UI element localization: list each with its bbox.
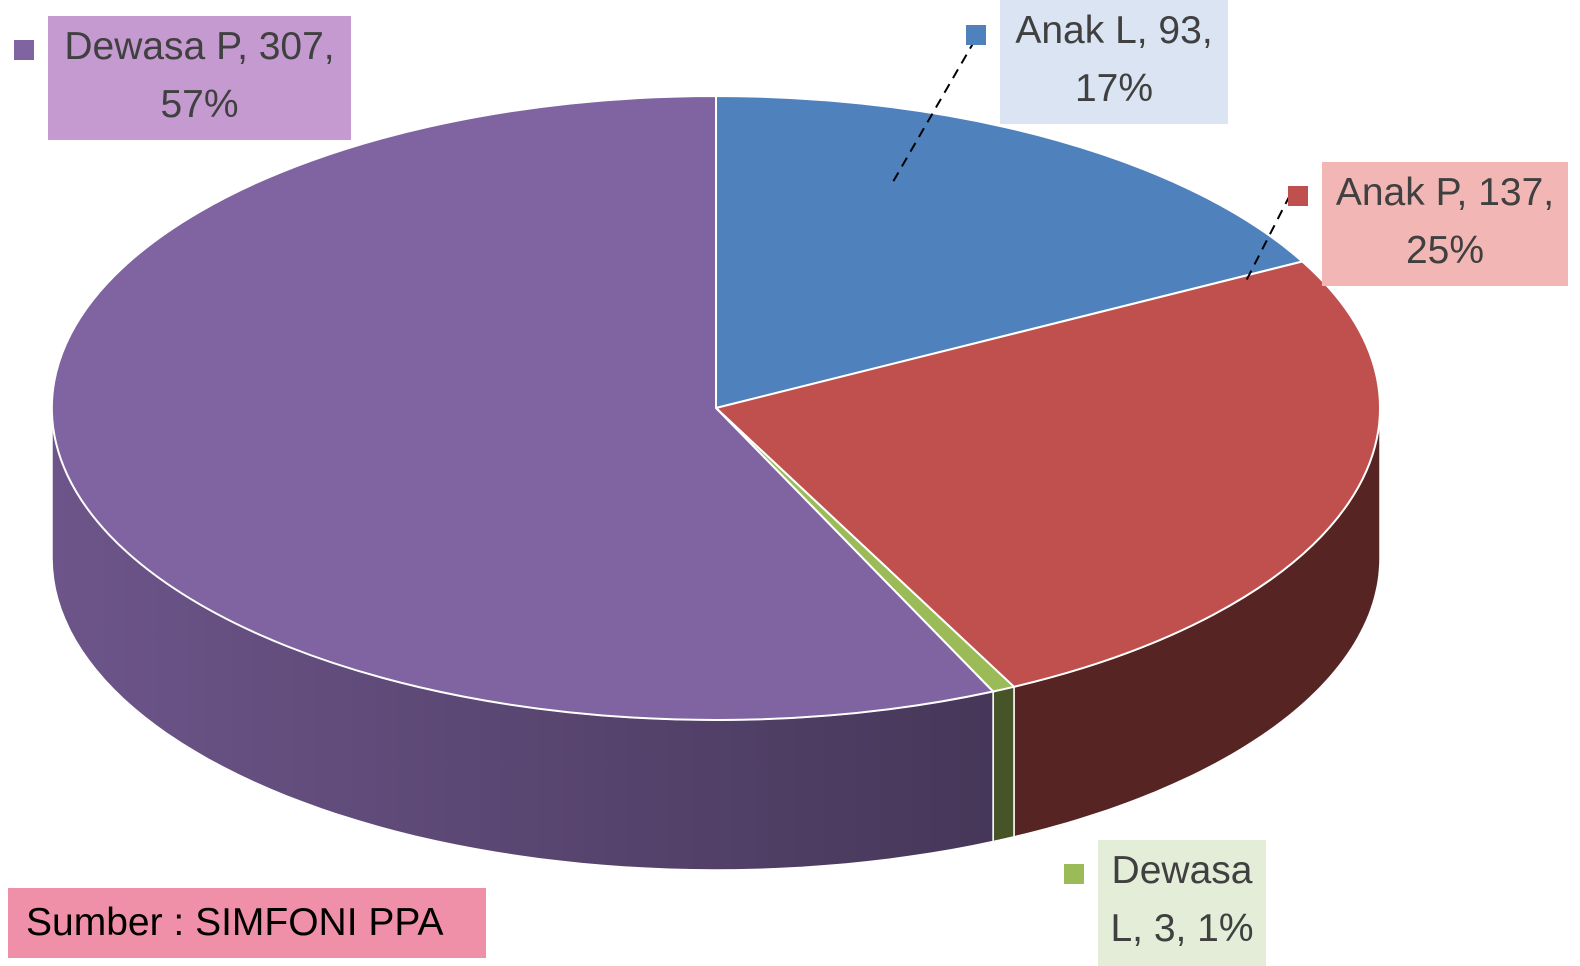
data-label: Anak P, 137, 25% <box>1322 162 1568 286</box>
legend-marker <box>14 40 34 60</box>
legend-marker <box>1288 186 1308 206</box>
slice <box>715 94 1305 410</box>
legend-marker <box>1064 864 1084 884</box>
source-note: Sumber : SIMFONI PPA <box>8 888 486 958</box>
data-label: Dewasa P, 307, 57% <box>48 16 351 140</box>
data-label: Anak L, 93, 17% <box>1000 0 1228 124</box>
leader-line <box>889 39 976 188</box>
legend-marker <box>966 25 986 45</box>
data-label: Dewasa L, 3, 1% <box>1098 840 1266 966</box>
slice-side <box>992 685 1015 843</box>
slice <box>713 260 1381 688</box>
slice <box>50 94 996 721</box>
